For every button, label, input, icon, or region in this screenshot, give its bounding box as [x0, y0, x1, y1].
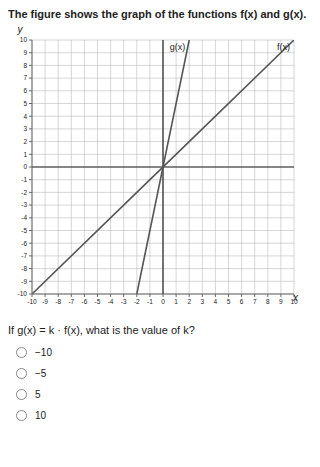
svg-text:4: 4 — [214, 298, 218, 305]
svg-text:-2: -2 — [134, 298, 140, 305]
svg-text:f(x): f(x) — [277, 42, 290, 52]
svg-text:5: 5 — [23, 100, 27, 107]
svg-text:-3: -3 — [121, 298, 127, 305]
svg-text:5: 5 — [227, 298, 231, 305]
html-text:5: 5 — [35, 389, 41, 400]
svg-text:-6: -6 — [82, 298, 88, 305]
svg-text:1: 1 — [174, 298, 178, 305]
svg-text:4: 4 — [23, 113, 27, 120]
svg-text:3: 3 — [200, 298, 204, 305]
svg-text:6: 6 — [23, 87, 27, 94]
svg-text:-4: -4 — [21, 214, 27, 221]
svg-text:-9: -9 — [21, 278, 27, 285]
svg-text:-10: -10 — [27, 298, 37, 305]
html-text:−10: −10 — [35, 347, 52, 358]
svg-text:-7: -7 — [68, 298, 74, 305]
svg-text:8: 8 — [23, 62, 27, 69]
svg-text:-8: -8 — [21, 265, 27, 272]
svg-text:g(x): g(x) — [170, 42, 186, 52]
svg-text:-8: -8 — [55, 298, 61, 305]
html-text:The figure shows the graph of: The figure shows the graph of the functi… — [8, 8, 307, 20]
svg-text:-5: -5 — [21, 227, 27, 234]
svg-text:-1: -1 — [21, 176, 27, 183]
svg-text:7: 7 — [253, 298, 257, 305]
svg-text:-7: -7 — [21, 252, 27, 259]
svg-text:2: 2 — [187, 298, 191, 305]
svg-text:x: x — [292, 292, 299, 303]
svg-text:1: 1 — [23, 151, 27, 158]
svg-text:-6: -6 — [21, 240, 27, 247]
html-text:−5: −5 — [35, 368, 47, 379]
svg-text:-4: -4 — [108, 298, 114, 305]
svg-text:-1: -1 — [147, 298, 153, 305]
svg-text:7: 7 — [23, 74, 27, 81]
svg-text:0: 0 — [161, 298, 165, 305]
html-text:10: 10 — [35, 410, 47, 421]
svg-text:0: 0 — [23, 163, 27, 170]
svg-text:10: 10 — [20, 36, 28, 43]
svg-text:-2: -2 — [21, 189, 27, 196]
svg-text:9: 9 — [23, 49, 27, 56]
svg-text:-3: -3 — [21, 201, 27, 208]
svg-text:8: 8 — [266, 298, 270, 305]
svg-text:-10: -10 — [18, 290, 28, 297]
svg-text:9: 9 — [279, 298, 283, 305]
svg-text:y: y — [17, 24, 24, 35]
svg-text:2: 2 — [23, 138, 27, 145]
svg-text:6: 6 — [240, 298, 244, 305]
svg-text:-9: -9 — [42, 298, 48, 305]
svg-text:3: 3 — [23, 125, 27, 132]
svg-text:-5: -5 — [95, 298, 101, 305]
html-text:If g(x) = k · f(x), what is th: If g(x) = k · f(x), what is the value of… — [8, 324, 195, 336]
